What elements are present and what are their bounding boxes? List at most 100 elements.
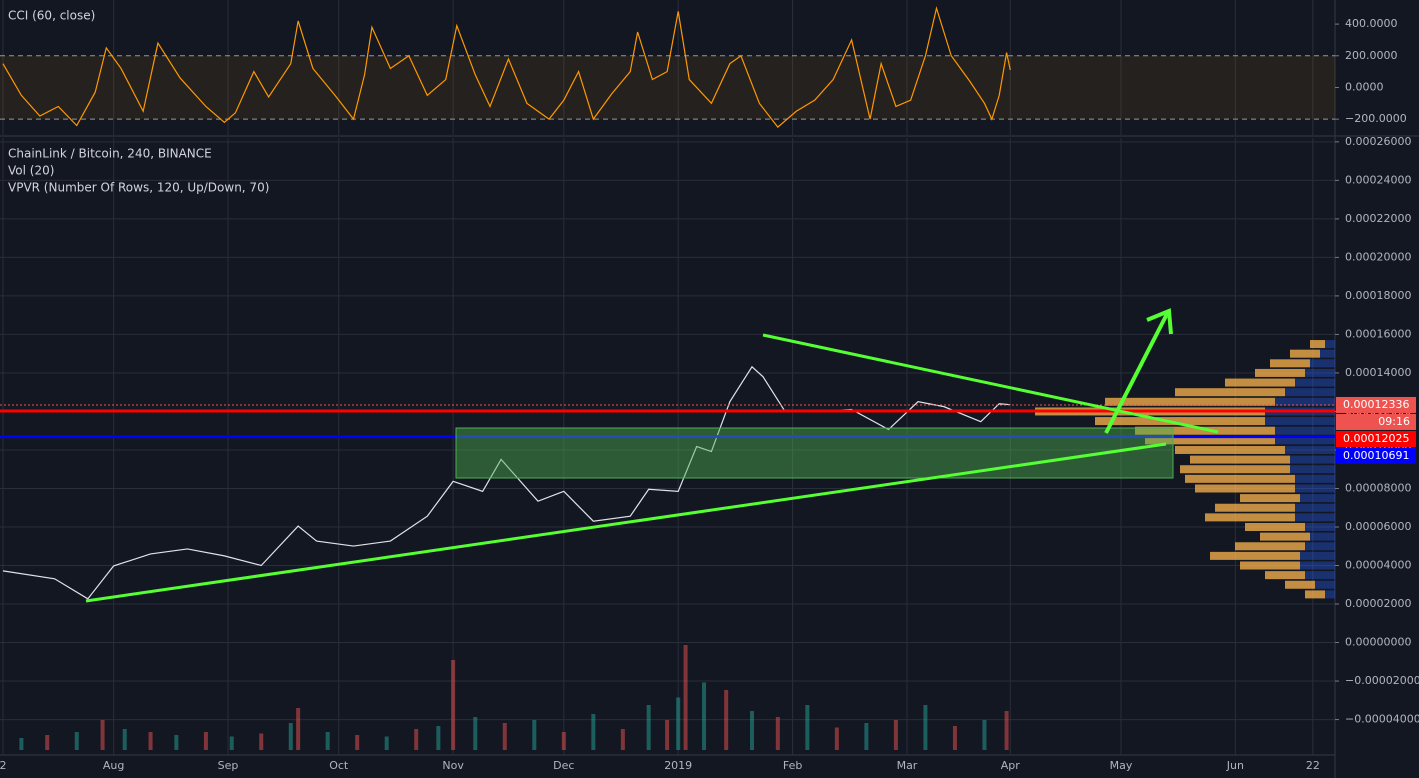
x-tick-label: Sep: [218, 759, 239, 772]
profile-down: [1270, 359, 1310, 368]
profile-down: [1145, 436, 1275, 445]
profile-up: [1305, 542, 1335, 551]
profile-up: [1320, 349, 1335, 358]
volume-bar: [1004, 711, 1009, 750]
profile-down: [1310, 340, 1325, 349]
profile-up: [1295, 474, 1335, 483]
profile-up: [1290, 455, 1335, 464]
profile-up: [1285, 388, 1335, 397]
volume-bar: [122, 729, 127, 750]
x-tick-label: Oct: [329, 759, 349, 772]
volume-bar: [414, 729, 419, 750]
profile-up: [1295, 503, 1335, 512]
x-tick-label: Nov: [442, 759, 464, 772]
y-tick-label: 0.00004000: [1345, 559, 1411, 572]
volume-bar: [683, 645, 688, 750]
trendline: [85, 442, 1167, 603]
profile-up: [1300, 561, 1335, 570]
profile-up: [1300, 551, 1335, 560]
volume-bar: [19, 738, 24, 750]
y-tick-label: 0.00000000: [1345, 636, 1411, 649]
price-label: 0.00010691: [1343, 449, 1409, 462]
x-tick-label: 2019: [664, 759, 692, 772]
profile-down: [1180, 465, 1290, 474]
volume-bar: [473, 717, 478, 750]
volume-bar: [436, 726, 441, 750]
price-label-box: [1336, 396, 1416, 413]
volume-bar: [148, 732, 153, 750]
y-tick-label: 0.0000: [1345, 80, 1384, 93]
support-zone: [455, 427, 1174, 479]
profile-up: [1285, 445, 1335, 454]
volume-bar: [45, 735, 50, 750]
profile-down: [1215, 503, 1295, 512]
volume-bar: [74, 732, 79, 750]
profile-down: [1225, 378, 1295, 387]
y-tick-label: 400.0000: [1345, 17, 1398, 30]
profile-down: [1285, 580, 1315, 589]
volume-bar: [923, 705, 928, 750]
profile-down: [1210, 551, 1300, 560]
volume-bar: [502, 723, 507, 750]
volume-bar: [451, 660, 456, 750]
y-tick-label: 0.00020000: [1345, 250, 1411, 263]
volume-bar: [620, 729, 625, 750]
profile-up: [1305, 368, 1335, 377]
profile-up: [1315, 580, 1335, 589]
x-tick-label: Apr: [1001, 759, 1021, 772]
indicator-title: CCI (60, close): [8, 9, 95, 23]
profile-down: [1255, 368, 1305, 377]
arrow: [1104, 308, 1173, 434]
volume-bar: [355, 735, 360, 750]
price-label-box: [1336, 447, 1416, 464]
volume-bar: [749, 711, 754, 750]
x-tick-label: 22: [1306, 759, 1320, 772]
volume-bar: [561, 732, 566, 750]
profile-down: [1175, 445, 1285, 454]
volume-bar: [864, 723, 869, 750]
profile-up: [1275, 436, 1335, 445]
volume-bar: [288, 723, 293, 750]
profile-down: [1235, 542, 1305, 551]
y-tick-label: 0.00008000: [1345, 481, 1411, 494]
y-tick-label: 200.0000: [1345, 49, 1398, 62]
countdown: 09:16: [1378, 415, 1410, 428]
volume-bar: [174, 735, 179, 750]
profile-up: [1310, 359, 1335, 368]
profile-up: [1325, 590, 1335, 599]
profile-down: [1240, 494, 1300, 503]
volume-bar: [834, 727, 839, 750]
profile-down: [1290, 349, 1320, 358]
y-tick-label: −200.0000: [1345, 112, 1407, 125]
volume-bar: [805, 705, 810, 750]
profile-down: [1305, 590, 1325, 599]
indicator-title: VPVR (Number Of Rows, 120, Up/Down, 70): [8, 181, 269, 195]
volume-bar: [952, 726, 957, 750]
profile-down: [1095, 417, 1265, 426]
x-tick-label: Mar: [897, 759, 918, 772]
x-tick-label: Aug: [103, 759, 124, 772]
x-tick-label: Dec: [553, 759, 574, 772]
profile-up: [1305, 571, 1335, 580]
profile-up: [1295, 484, 1335, 493]
volume-bar: [229, 736, 234, 750]
volume-bar: [665, 720, 670, 750]
profile-up: [1275, 426, 1335, 435]
y-tick-label: 0.00018000: [1345, 289, 1411, 302]
volume-bar: [532, 720, 537, 750]
y-tick-label: 0.00022000: [1345, 212, 1411, 225]
series-line: [2, 365, 1011, 600]
profile-down: [1260, 532, 1310, 541]
price-label: 0.00012025: [1343, 432, 1409, 445]
profile-up: [1325, 340, 1335, 349]
profile-down: [1190, 455, 1290, 464]
y-tick-label: 0.00002000: [1345, 597, 1411, 610]
y-tick-label: 0.00006000: [1345, 520, 1411, 533]
volume-bar: [591, 714, 596, 750]
profile-down: [1195, 484, 1295, 493]
volume-bar: [893, 720, 898, 750]
y-tick-label: −0.00004000: [1345, 713, 1419, 726]
volume-bar: [100, 720, 105, 750]
